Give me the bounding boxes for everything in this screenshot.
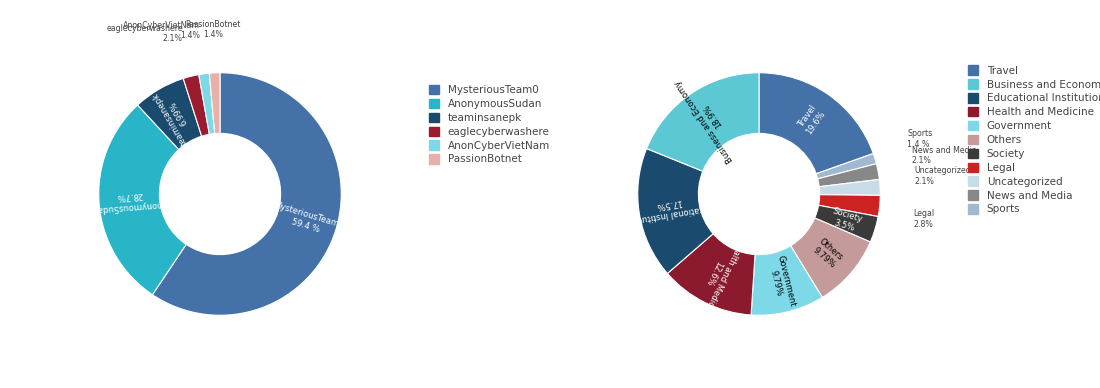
Text: Government
9.79%: Government 9.79% <box>766 255 796 310</box>
Wedge shape <box>820 179 880 196</box>
Text: Society
3.5%: Society 3.5% <box>828 207 864 234</box>
Text: AnonCyberVietNam
1.4%: AnonCyberVietNam 1.4% <box>122 21 199 40</box>
Wedge shape <box>184 74 209 136</box>
Wedge shape <box>647 73 759 171</box>
Text: Others
9.79%: Others 9.79% <box>811 237 845 270</box>
Wedge shape <box>817 164 879 187</box>
Wedge shape <box>751 246 823 315</box>
Wedge shape <box>816 154 877 179</box>
Text: teaminsanepk
6.99%: teaminsanepk 6.99% <box>151 85 198 146</box>
Text: Uncategorized
2.1%: Uncategorized 2.1% <box>914 166 970 185</box>
Wedge shape <box>209 73 220 133</box>
Text: Educational Institutions
17.5%: Educational Institutions 17.5% <box>619 191 719 227</box>
Text: eaglecyberwashere
2.1%: eaglecyberwashere 2.1% <box>107 24 183 43</box>
Legend: Travel, Business and Economy, Educational Institutions, Health and Medicine, Gov: Travel, Business and Economy, Educationa… <box>966 63 1100 217</box>
Text: Business and Economy
18.9%: Business and Economy 18.9% <box>673 73 744 164</box>
Wedge shape <box>791 218 870 298</box>
Wedge shape <box>638 149 713 274</box>
Text: MysteriousTeam0
59.4 %: MysteriousTeam0 59.4 % <box>270 201 345 241</box>
Wedge shape <box>153 73 341 315</box>
Text: AnonymousSudan
28.7%: AnonymousSudan 28.7% <box>90 189 168 214</box>
Wedge shape <box>199 73 214 134</box>
Wedge shape <box>818 195 880 217</box>
Wedge shape <box>668 234 755 315</box>
Text: Travel
19.6%: Travel 19.6% <box>796 103 827 136</box>
Wedge shape <box>815 205 878 242</box>
Text: Health and Medicine
12.6%: Health and Medicine 12.6% <box>691 232 747 319</box>
Text: PassionBotnet
1.4%: PassionBotnet 1.4% <box>186 19 241 39</box>
Text: Sports
1.4 %: Sports 1.4 % <box>908 129 933 149</box>
Wedge shape <box>759 73 873 174</box>
Wedge shape <box>138 78 201 149</box>
Text: Legal
2.8%: Legal 2.8% <box>913 210 935 229</box>
Text: News and Media
2.1%: News and Media 2.1% <box>912 146 977 165</box>
Wedge shape <box>99 105 186 294</box>
Legend: MysteriousTeam0, AnonymousSudan, teaminsanepk, eaglecyberwashere, AnonCyberVietN: MysteriousTeam0, AnonymousSudan, teamins… <box>427 83 552 166</box>
